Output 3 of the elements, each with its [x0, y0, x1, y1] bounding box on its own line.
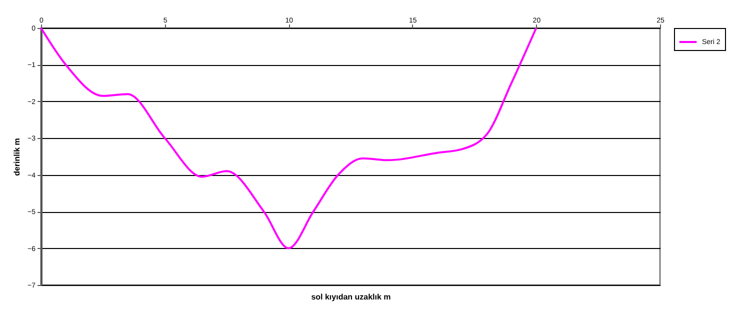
- line-series: [40, 27, 538, 250]
- x-axis-title: sol kıyıdan uzaklık m: [311, 292, 391, 302]
- y-axis-title: derinlik m: [12, 138, 22, 176]
